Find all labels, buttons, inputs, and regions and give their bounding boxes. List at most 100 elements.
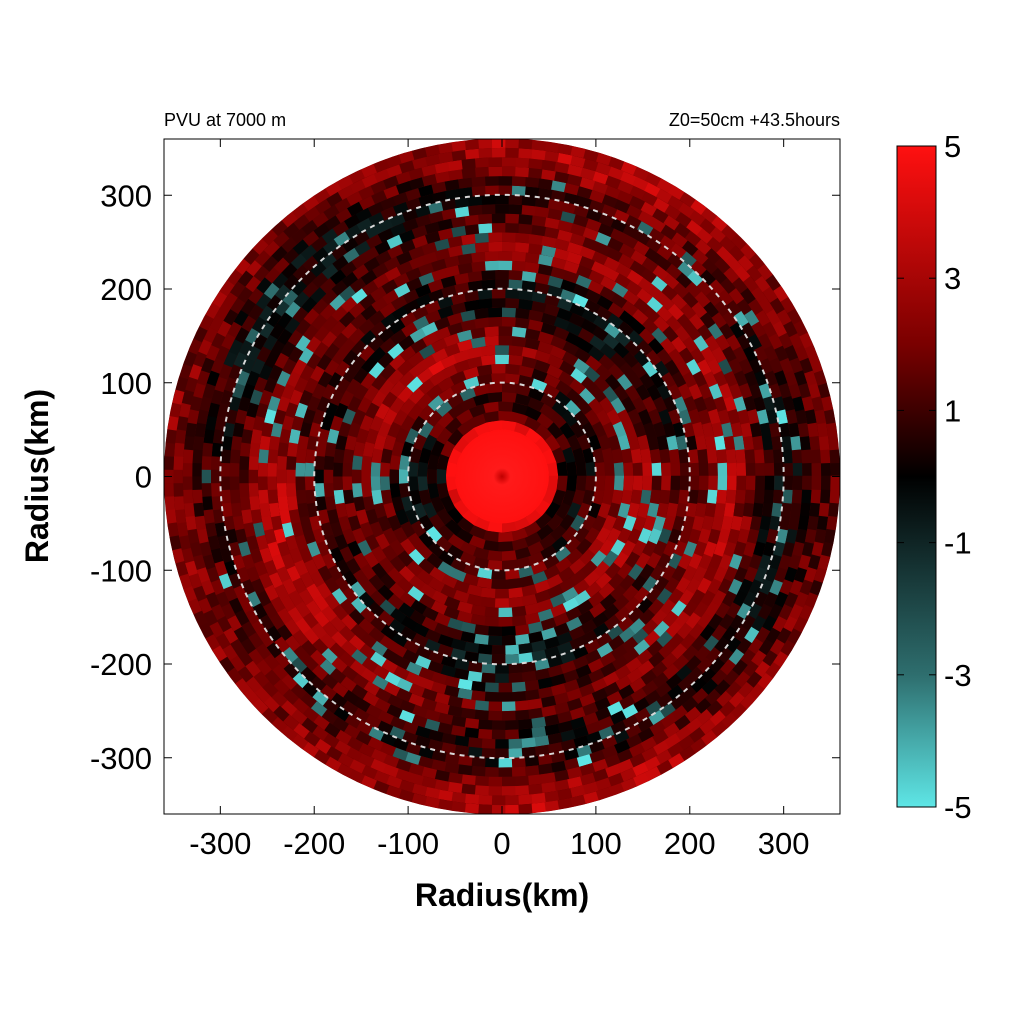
heatmap-cell xyxy=(397,335,415,351)
heatmap-cell xyxy=(325,191,343,208)
heatmap-cell xyxy=(344,724,361,740)
heatmap-cell xyxy=(427,201,444,214)
heatmap-cell xyxy=(258,449,269,464)
heatmap-cell xyxy=(164,456,174,471)
heatmap-cell xyxy=(748,382,763,399)
heatmap-cell xyxy=(238,396,251,413)
heatmap-cell xyxy=(477,643,493,655)
heatmap-cell xyxy=(536,523,555,541)
heatmap-cell xyxy=(633,772,650,787)
heatmap-cell xyxy=(262,334,278,352)
heatmap-cell xyxy=(440,198,457,211)
heatmap-cell xyxy=(729,553,743,570)
heatmap-cell xyxy=(498,531,515,543)
heatmap-cell xyxy=(778,332,793,349)
heatmap-cell xyxy=(446,322,464,336)
heatmap-cell xyxy=(721,711,738,729)
heatmap-cell xyxy=(704,334,720,352)
heatmap-cell xyxy=(353,441,365,458)
heatmap-cell xyxy=(597,222,614,237)
heatmap-cell xyxy=(292,179,310,196)
heatmap-cell xyxy=(547,461,559,477)
heatmap-cell xyxy=(656,759,674,775)
heatmap-cell xyxy=(148,516,159,531)
heatmap-cell xyxy=(678,552,693,570)
reference-circle xyxy=(407,381,597,572)
heatmap-cell xyxy=(233,626,249,644)
y-tick-label: -300 xyxy=(90,741,152,776)
heatmap-cell xyxy=(164,442,175,458)
heatmap-cell xyxy=(350,288,368,305)
heatmap-cell xyxy=(517,298,533,311)
heatmap-cell xyxy=(583,366,601,383)
heatmap-cell xyxy=(274,652,291,670)
heatmap-cell xyxy=(778,515,791,531)
heatmap-cell xyxy=(350,253,368,270)
heatmap-cell xyxy=(169,535,182,551)
heatmap-cell xyxy=(683,540,698,558)
heatmap-cell xyxy=(389,397,405,415)
heatmap-cell xyxy=(444,179,460,191)
heatmap-cell xyxy=(436,483,450,500)
heatmap-cell xyxy=(699,218,716,235)
heatmap-cell xyxy=(591,250,608,265)
heatmap-cell xyxy=(234,327,250,345)
heatmap-cell xyxy=(342,700,359,717)
heatmap-cell xyxy=(321,315,339,333)
heatmap-cell xyxy=(511,411,528,425)
heatmap-cell xyxy=(324,593,340,611)
heatmap-cell xyxy=(219,280,235,297)
heatmap-cell xyxy=(330,415,344,432)
heatmap-cell xyxy=(847,435,858,450)
heatmap-cell xyxy=(667,347,684,365)
heatmap-cell xyxy=(721,345,737,363)
heatmap-cell xyxy=(555,556,573,573)
heatmap-cell xyxy=(658,642,676,659)
heatmap-cell xyxy=(629,752,647,768)
x-tick-label: 300 xyxy=(758,826,810,861)
heatmap-cell xyxy=(327,372,343,389)
heatmap-cell xyxy=(515,700,530,711)
heatmap-cell xyxy=(292,306,309,324)
heatmap-cell xyxy=(787,272,803,290)
heatmap-cell xyxy=(417,476,429,492)
heatmap-cell xyxy=(297,435,309,451)
heatmap-cell xyxy=(566,688,583,702)
heatmap-cell xyxy=(406,661,423,676)
heatmap-cell xyxy=(435,400,453,418)
heatmap-cell xyxy=(440,664,457,678)
heatmap-cell xyxy=(798,553,812,570)
heatmap-cell xyxy=(355,428,369,445)
heatmap-cell xyxy=(556,307,573,322)
heatmap-cell xyxy=(379,599,397,616)
heatmap-cell xyxy=(791,448,803,464)
heatmap-cell xyxy=(245,260,262,277)
heatmap-cell xyxy=(744,626,760,644)
heatmap-cell xyxy=(313,594,330,612)
heatmap-cell xyxy=(182,476,193,491)
heatmap-cell xyxy=(415,645,433,660)
heatmap-cell xyxy=(587,269,605,285)
heatmap-cell xyxy=(581,514,597,532)
heatmap-cell xyxy=(239,483,250,498)
heatmap-cell xyxy=(362,441,375,458)
heatmap-cell xyxy=(527,243,543,255)
heatmap-cell xyxy=(648,785,666,800)
heatmap-cell xyxy=(655,681,673,698)
heatmap-cell xyxy=(324,496,337,512)
heatmap-cell xyxy=(440,364,458,380)
heatmap-cell xyxy=(794,284,810,301)
heatmap-cell xyxy=(319,277,336,295)
heatmap-cell xyxy=(595,363,612,381)
heatmap-cell xyxy=(576,537,593,555)
heatmap-cell xyxy=(295,489,307,505)
heatmap-cell xyxy=(584,526,601,544)
heatmap-cell xyxy=(613,594,630,611)
heatmap-cell xyxy=(521,593,538,607)
heatmap-cell xyxy=(196,370,210,387)
heatmap-cell xyxy=(696,358,712,376)
heatmap-cell xyxy=(239,456,250,471)
heatmap-cell xyxy=(736,475,747,491)
reference-circles xyxy=(219,193,785,760)
heatmap-cell xyxy=(671,165,689,181)
